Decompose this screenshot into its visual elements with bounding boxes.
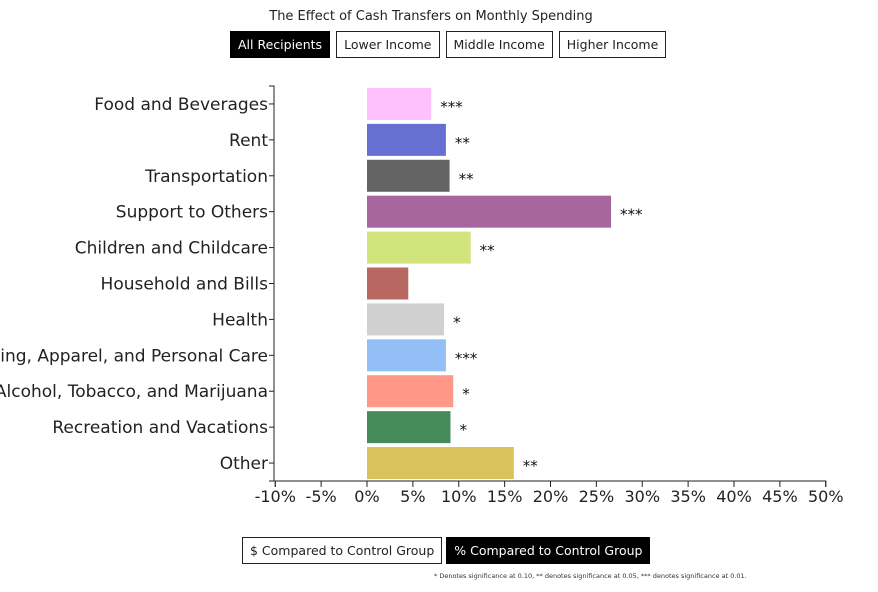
significance-marker: * xyxy=(459,421,467,439)
significance-marker: * xyxy=(462,385,470,403)
bar xyxy=(367,87,432,120)
x-tick-label: -10% xyxy=(255,487,296,506)
significance-marker: *** xyxy=(455,349,478,367)
bar xyxy=(367,447,514,480)
category-label: Other xyxy=(220,454,268,474)
middle-income-button[interactable]: Middle Income xyxy=(445,31,553,58)
bar xyxy=(367,123,446,156)
y-axis xyxy=(269,85,275,482)
x-tick-label: 25% xyxy=(579,487,615,506)
category-label: Support to Others xyxy=(116,203,268,223)
chart-title: The Effect of Cash Transfers on Monthly … xyxy=(269,9,593,24)
bar xyxy=(367,303,445,336)
x-tick-label: 45% xyxy=(762,487,798,506)
lower-income-button[interactable]: Lower Income xyxy=(336,31,440,58)
category-label: Clothing, Apparel, and Personal Care xyxy=(0,346,268,366)
significance-marker: *** xyxy=(440,98,463,116)
bar xyxy=(367,339,446,372)
all-recipients-button[interactable]: All Recipients xyxy=(230,31,331,58)
bar xyxy=(367,231,471,264)
dollar-compared-button[interactable]: $ Compared to Control Group xyxy=(242,537,443,564)
category-label: Health xyxy=(212,310,268,330)
category-label: Food and Beverages xyxy=(94,95,268,115)
category-label: Transportation xyxy=(144,167,268,187)
x-tick-label: 5% xyxy=(400,487,425,506)
x-tick-label: 40% xyxy=(716,487,752,506)
bar xyxy=(367,375,454,408)
x-tick-label: -5% xyxy=(306,487,337,506)
significance-marker: ** xyxy=(455,134,471,152)
bar xyxy=(367,267,409,300)
significance-marker: ** xyxy=(480,242,496,260)
bar xyxy=(367,159,450,192)
x-tick-label: 35% xyxy=(670,487,706,506)
mode-toggle-buttons: $ Compared to Control Group % Compared t… xyxy=(242,537,651,564)
category-label: Alcohol, Tobacco, and Marijuana xyxy=(0,382,268,402)
significance-marker: ** xyxy=(523,457,539,475)
category-label: Recreation and Vacations xyxy=(52,418,268,438)
significance-marker: * xyxy=(453,313,461,331)
x-tick-label: 10% xyxy=(441,487,477,506)
significance-marker: *** xyxy=(620,206,643,224)
category-label: Rent xyxy=(229,131,268,151)
percent-compared-button[interactable]: % Compared to Control Group xyxy=(446,537,651,564)
group-filter-buttons: All Recipients Lower Income Middle Incom… xyxy=(230,31,667,58)
x-tick-label: 50% xyxy=(808,487,844,506)
x-tick-label: 30% xyxy=(624,487,660,506)
x-tick-label: 15% xyxy=(487,487,523,506)
category-label: Children and Childcare xyxy=(75,239,268,259)
x-tick-label: 0% xyxy=(354,487,379,506)
x-tick-label: 20% xyxy=(533,487,569,506)
higher-income-button[interactable]: Higher Income xyxy=(558,31,667,58)
category-label: Household and Bills xyxy=(101,275,269,295)
significance-marker: ** xyxy=(459,170,475,188)
significance-footnote: * Denotes significance at 0.10, ** denot… xyxy=(434,572,747,580)
bar xyxy=(367,195,612,228)
bar xyxy=(367,411,451,444)
